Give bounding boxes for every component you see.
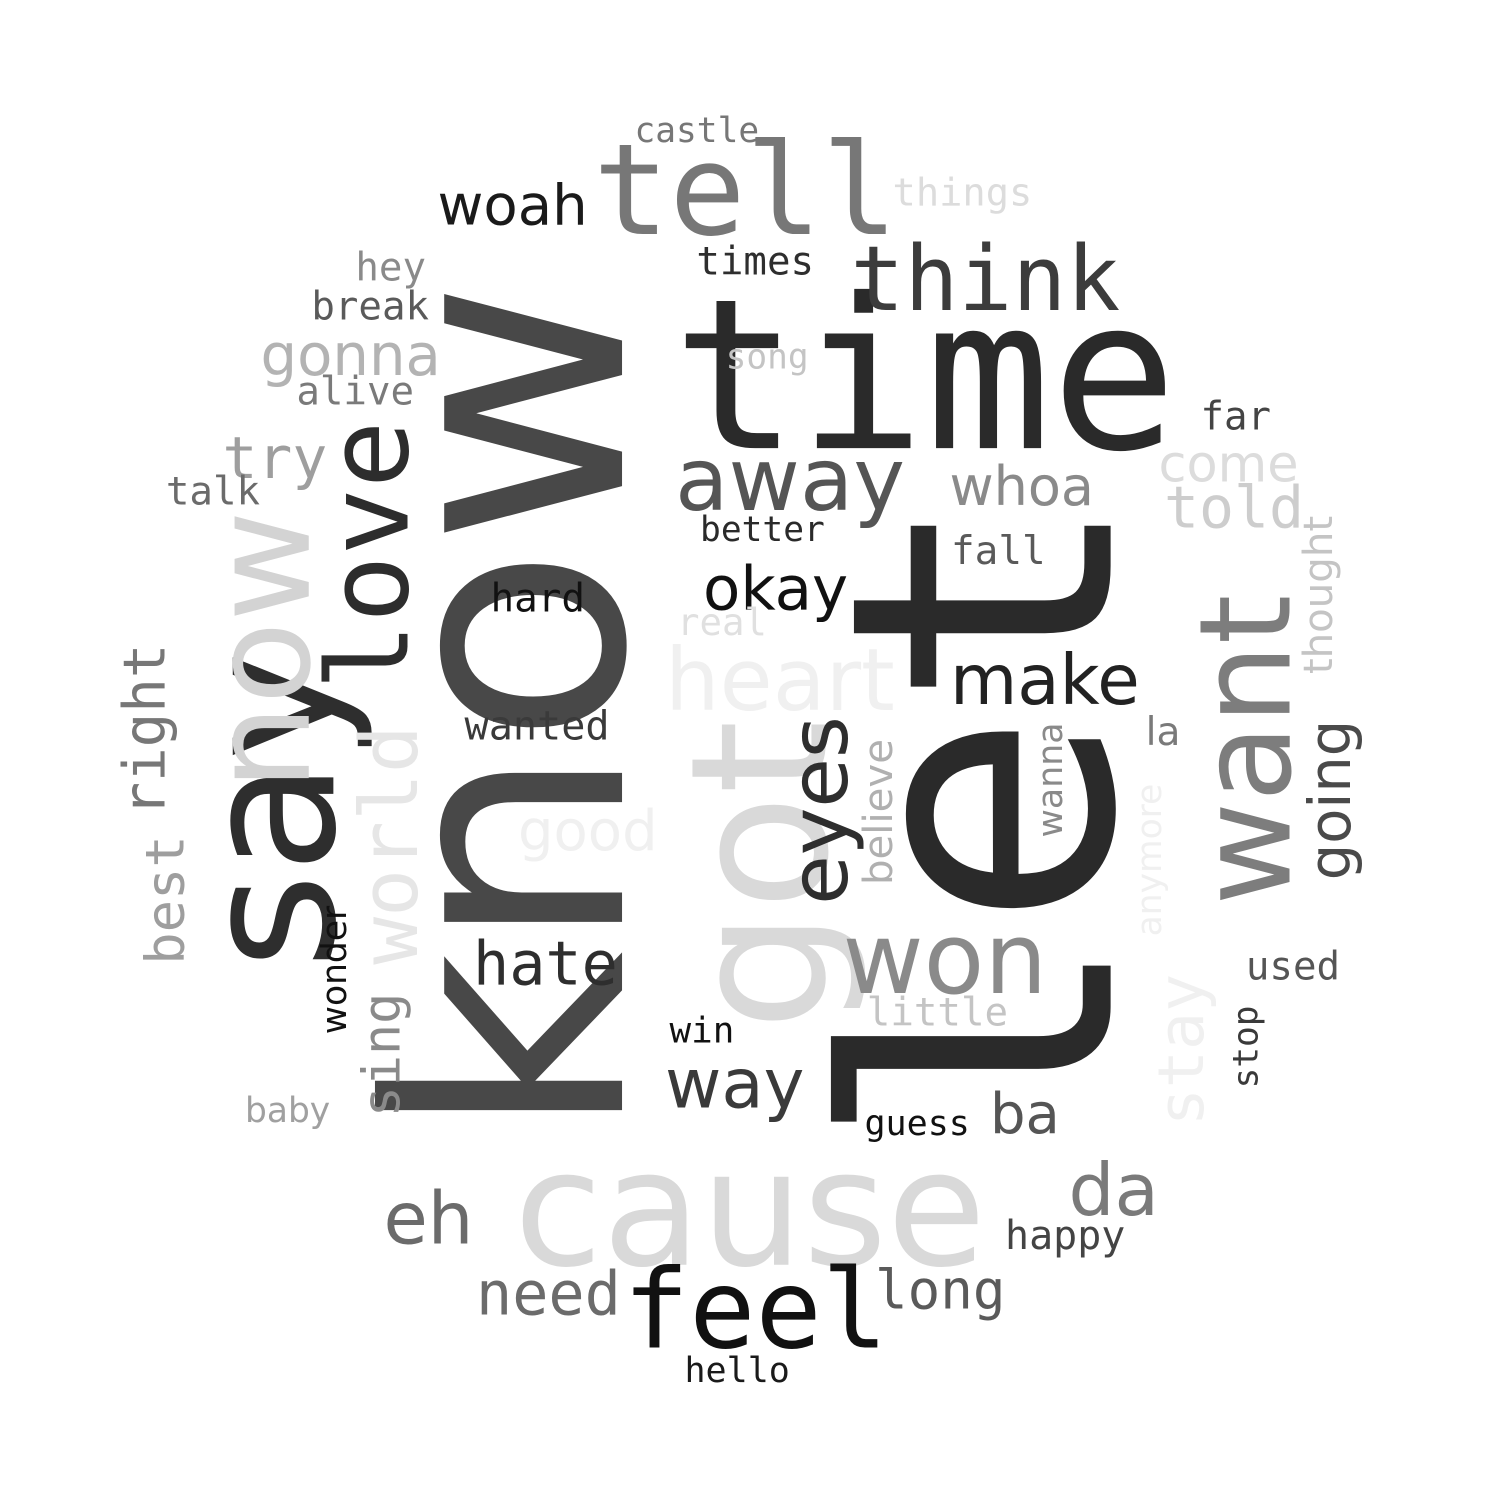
word-anymore: anymore xyxy=(1129,783,1170,937)
word-okay: okay xyxy=(702,554,848,625)
word-alive: alive xyxy=(296,369,415,415)
word-ba: ba xyxy=(990,1082,1060,1147)
word-love: love xyxy=(304,420,435,690)
word-wonder: wonder xyxy=(315,905,356,1035)
word-far: far xyxy=(1199,394,1271,440)
word-good: good xyxy=(518,799,658,864)
word-time: time xyxy=(672,252,1178,498)
word-make: make xyxy=(949,639,1140,721)
word-heart: heart xyxy=(665,628,895,731)
word-wanna: wanna xyxy=(1029,722,1071,838)
word-way: way xyxy=(665,1044,805,1125)
word-long: long xyxy=(874,1257,1006,1322)
word-cause: cause xyxy=(513,1116,986,1304)
word-happy: happy xyxy=(1004,1213,1126,1260)
word-eyes: eyes xyxy=(773,715,867,905)
word-want: want xyxy=(1171,594,1320,906)
word-fall: fall xyxy=(950,529,1046,574)
word-hate: hate xyxy=(472,929,618,1000)
word-think: think xyxy=(850,228,1120,332)
word-sing: sing xyxy=(352,992,413,1118)
word-tell: tell xyxy=(592,116,898,264)
word-baby: baby xyxy=(244,1089,330,1131)
word-try: try xyxy=(222,424,328,492)
word-little: little xyxy=(866,990,1008,1036)
word-da: da xyxy=(1068,1147,1159,1233)
word-thought: thought xyxy=(1294,515,1342,675)
word-stay: stay xyxy=(1144,973,1219,1127)
word-stop: stop xyxy=(1224,1005,1266,1089)
word-gonna: gonna xyxy=(260,321,441,389)
word-need: need xyxy=(475,1259,621,1330)
word-song: song xyxy=(725,337,809,378)
word-won: won xyxy=(842,901,1048,1018)
word-talk: talk xyxy=(165,469,261,515)
word-times: times xyxy=(696,239,815,285)
word-world: world xyxy=(343,725,437,965)
word-away: away xyxy=(674,429,906,531)
word-hello: hello xyxy=(684,1349,790,1391)
word-win: win xyxy=(669,1008,735,1052)
word-la: la xyxy=(1145,710,1181,755)
word-right: right xyxy=(111,643,179,817)
word-better: better xyxy=(699,509,825,551)
word-going: going xyxy=(1297,719,1365,881)
word-believe: believe xyxy=(854,738,902,886)
word-hey: hey xyxy=(354,245,426,291)
word-eh: eh xyxy=(382,1177,473,1262)
word-best: best xyxy=(134,835,198,965)
word-things: things xyxy=(892,170,1032,216)
word-feel: feel xyxy=(622,1245,888,1374)
word-guess: guess xyxy=(864,1102,970,1144)
word-used: used xyxy=(1245,944,1341,990)
word-woah: woah xyxy=(436,172,588,238)
word-castle: castle xyxy=(634,109,760,151)
word-told: told xyxy=(1163,473,1305,542)
word-wanted: wanted xyxy=(464,703,610,750)
word-come: come xyxy=(1158,435,1299,495)
word-real: real xyxy=(676,601,767,645)
word-hard: hard xyxy=(490,575,586,621)
word-break: break xyxy=(311,284,430,330)
word-whoa: whoa xyxy=(949,455,1095,518)
